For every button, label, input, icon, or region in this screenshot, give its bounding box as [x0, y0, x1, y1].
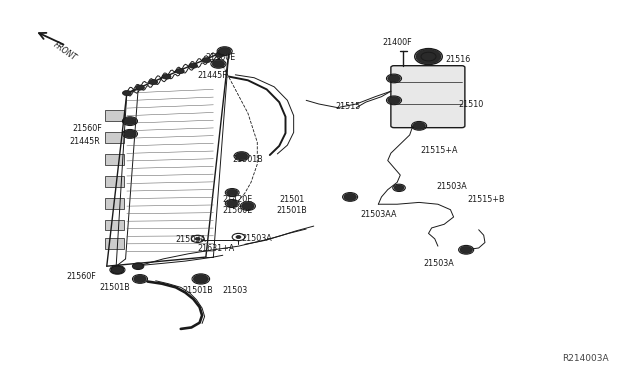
Text: 21515+A: 21515+A [420, 146, 458, 155]
Bar [106, 219, 124, 231]
Circle shape [124, 130, 136, 138]
Text: 21503A: 21503A [436, 182, 467, 191]
Text: 21510: 21510 [458, 100, 483, 109]
Circle shape [416, 49, 441, 64]
Circle shape [215, 52, 224, 57]
Circle shape [413, 122, 426, 129]
Circle shape [227, 189, 238, 196]
Text: 21501B: 21501B [182, 286, 212, 295]
FancyBboxPatch shape [391, 66, 465, 128]
Text: 21503A: 21503A [242, 234, 273, 243]
Text: 21560F: 21560F [66, 272, 96, 280]
Text: 21560E: 21560E [223, 206, 253, 215]
Bar [106, 132, 124, 143]
Text: 21445R: 21445R [69, 137, 100, 146]
Bar [106, 110, 124, 121]
Bar [106, 238, 124, 249]
Circle shape [193, 275, 209, 283]
Bar [106, 176, 124, 187]
Circle shape [388, 97, 400, 104]
Circle shape [195, 237, 200, 240]
Circle shape [111, 266, 124, 273]
Circle shape [133, 263, 143, 269]
Circle shape [136, 85, 145, 90]
Circle shape [394, 185, 404, 191]
Circle shape [344, 193, 356, 201]
Circle shape [175, 68, 184, 74]
Text: 21503A: 21503A [176, 235, 207, 244]
Text: 21445R: 21445R [198, 71, 228, 80]
Bar [106, 154, 124, 165]
Circle shape [460, 246, 472, 253]
Circle shape [134, 275, 147, 283]
Bar [106, 198, 124, 209]
Text: R214003A: R214003A [562, 354, 609, 363]
Text: 21515+B: 21515+B [467, 195, 505, 204]
Text: 21515: 21515 [336, 102, 361, 111]
Text: 21501: 21501 [279, 195, 305, 204]
Circle shape [218, 48, 231, 55]
Text: 21516: 21516 [445, 55, 470, 64]
Circle shape [242, 202, 254, 210]
Text: 21501B: 21501B [232, 155, 263, 164]
Text: 21400F: 21400F [383, 38, 412, 47]
Circle shape [388, 75, 400, 82]
Circle shape [236, 235, 241, 238]
Circle shape [212, 60, 225, 68]
Circle shape [122, 90, 131, 96]
Text: 21503A: 21503A [424, 259, 454, 268]
Circle shape [202, 58, 211, 63]
Text: 21631+A: 21631+A [198, 244, 235, 253]
Circle shape [236, 153, 248, 160]
Circle shape [124, 118, 136, 125]
Text: 21503AA: 21503AA [361, 210, 397, 219]
Text: 21560F: 21560F [72, 124, 102, 133]
Circle shape [111, 266, 124, 273]
Circle shape [227, 200, 238, 207]
Text: 21501B: 21501B [99, 283, 130, 292]
Text: 21420E: 21420E [223, 195, 253, 204]
Circle shape [189, 63, 198, 68]
Text: 21501B: 21501B [276, 206, 307, 215]
Text: 21560E: 21560E [206, 53, 236, 62]
Text: FRONT: FRONT [52, 40, 78, 62]
Circle shape [162, 74, 171, 79]
Circle shape [149, 80, 157, 85]
Text: 21503: 21503 [223, 286, 248, 295]
